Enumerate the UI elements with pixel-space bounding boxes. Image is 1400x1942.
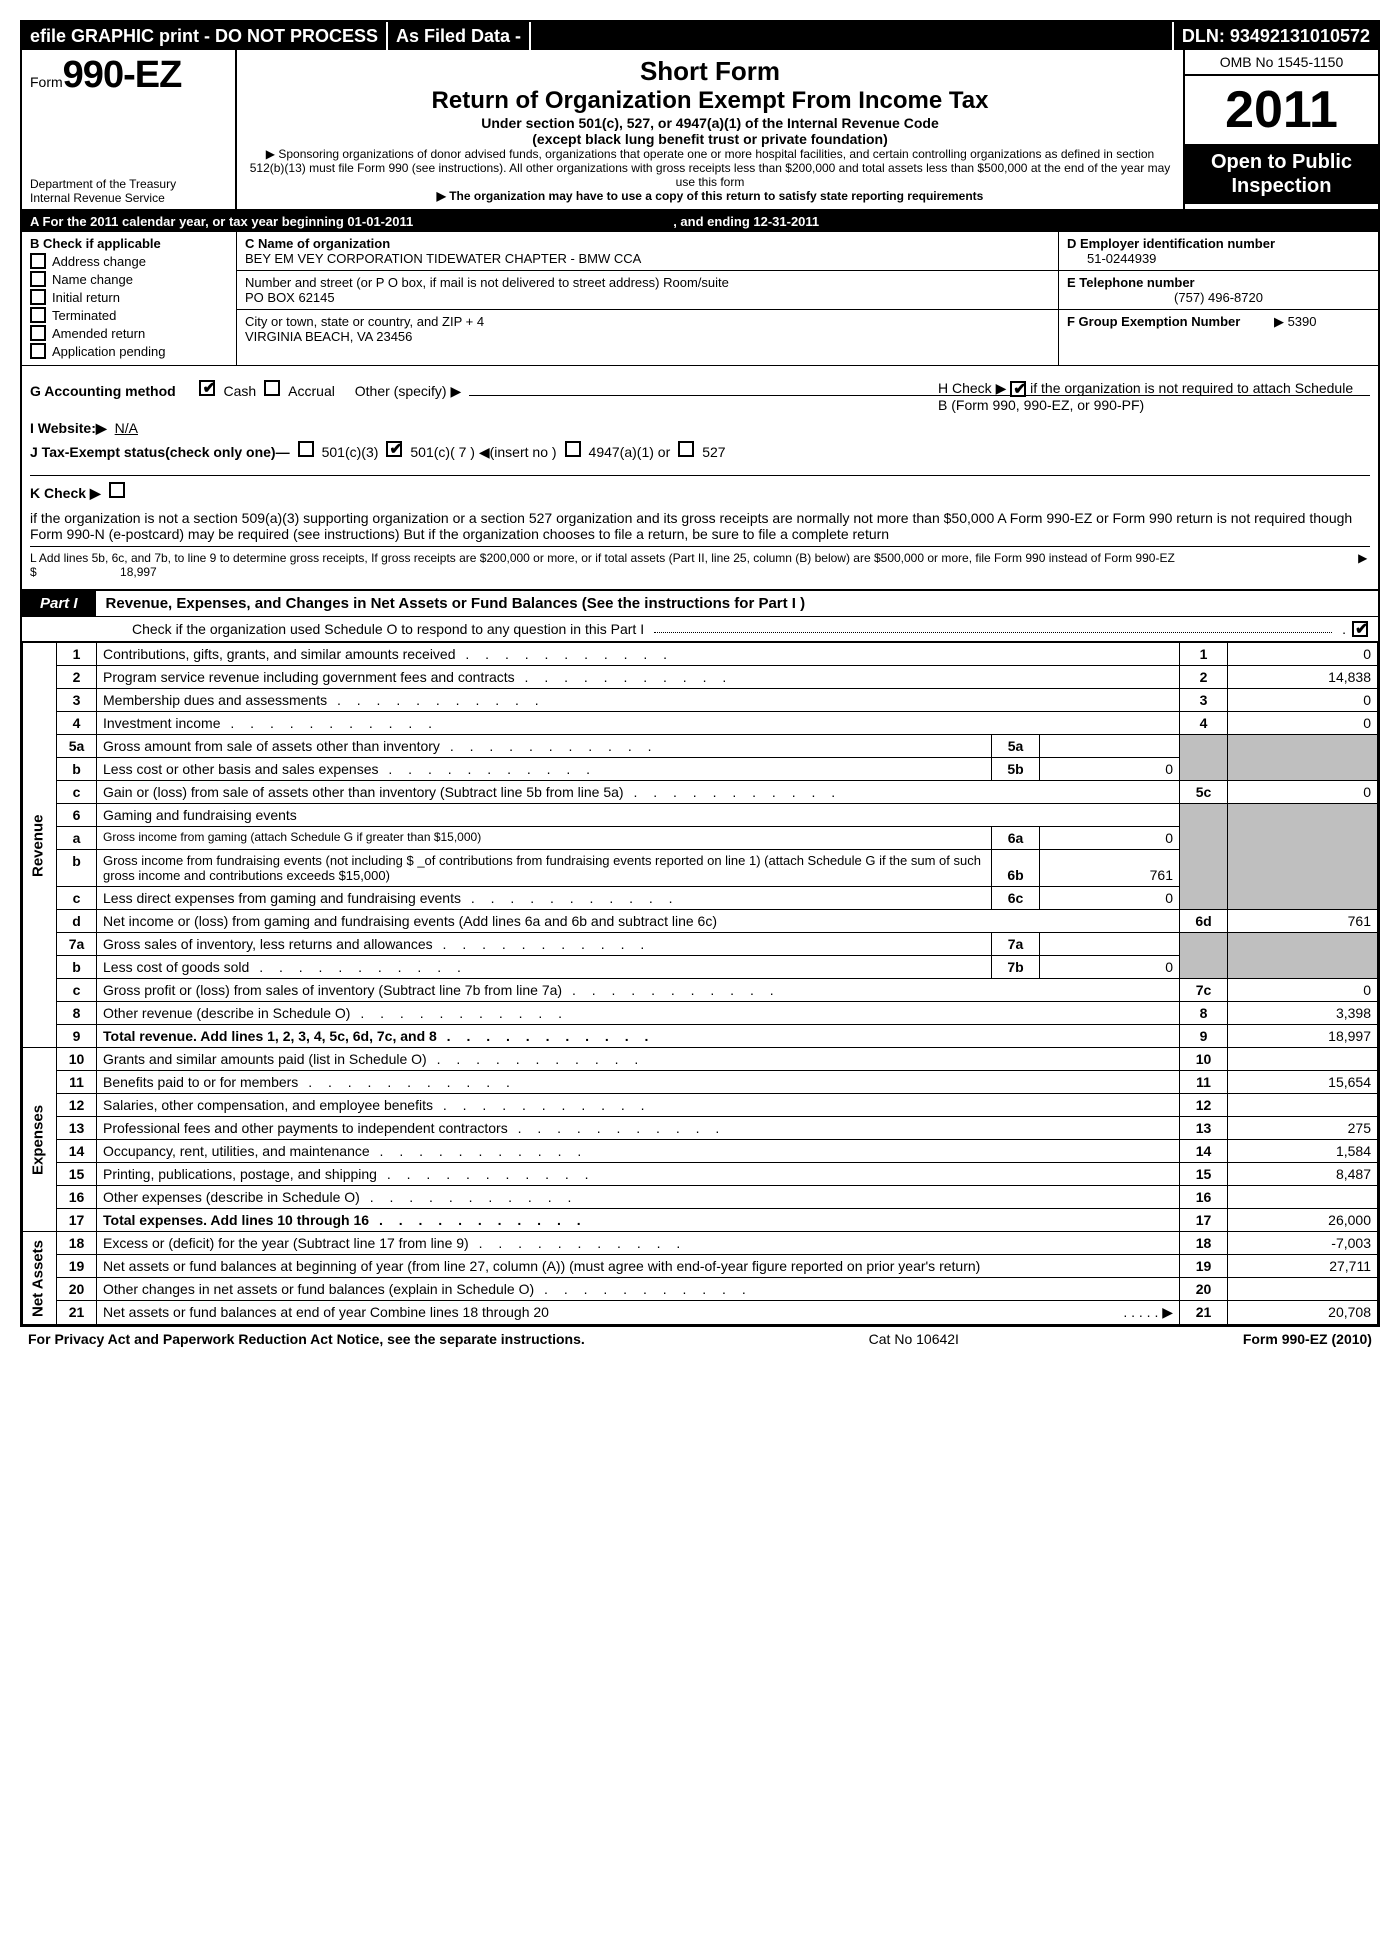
- chk-527[interactable]: [678, 441, 694, 457]
- h-check: H Check ▶ if the organization is not req…: [938, 380, 1358, 413]
- form-990ez: efile GRAPHIC print - DO NOT PROCESS As …: [20, 20, 1380, 1327]
- chk-h[interactable]: [1010, 381, 1026, 397]
- ein: 51-0244939: [1067, 251, 1370, 266]
- efile-label: efile GRAPHIC print - DO NOT PROCESS: [22, 22, 388, 50]
- tax-year: 2011: [1185, 76, 1378, 144]
- row-a-calendar-year: A For the 2011 calendar year, or tax yea…: [22, 211, 1378, 232]
- chk-pending[interactable]: [30, 343, 46, 359]
- top-bar: efile GRAPHIC print - DO NOT PROCESS As …: [22, 22, 1378, 50]
- chk-schedule-o[interactable]: [1352, 621, 1368, 637]
- chk-name-change[interactable]: [30, 271, 46, 287]
- col-c-org-info: C Name of organization BEY EM VEY CORPOR…: [237, 232, 1058, 365]
- col-b-checkboxes: B Check if applicable Address change Nam…: [22, 232, 237, 365]
- footer: For Privacy Act and Paperwork Reduction …: [20, 1327, 1380, 1351]
- chk-terminated[interactable]: [30, 307, 46, 323]
- website: N/A: [115, 420, 138, 436]
- org-name: BEY EM VEY CORPORATION TIDEWATER CHAPTER…: [245, 251, 641, 266]
- chk-amended[interactable]: [30, 325, 46, 341]
- form-number: Form990-EZ: [30, 54, 227, 97]
- header: Form990-EZ Department of the Treasury In…: [22, 50, 1378, 211]
- chk-cash[interactable]: [199, 380, 215, 396]
- gross-receipts: 18,997: [120, 565, 157, 579]
- gk-block: G Accounting method Cash Accrual Other (…: [22, 366, 1378, 590]
- group-exemption: ▶ 5390: [1274, 314, 1317, 329]
- chk-501c3[interactable]: [298, 441, 314, 457]
- col-d-ids: D Employer identification number 51-0244…: [1058, 232, 1378, 365]
- netassets-label: Net Assets: [23, 1232, 57, 1325]
- dln-label: DLN: 93492131010572: [1174, 22, 1378, 50]
- asfiled-label: As Filed Data -: [388, 22, 531, 50]
- chk-initial-return[interactable]: [30, 289, 46, 305]
- chk-address-change[interactable]: [30, 253, 46, 269]
- header-left: Form990-EZ Department of the Treasury In…: [22, 50, 237, 209]
- open-public-banner: Open to Public Inspection: [1185, 144, 1378, 204]
- revenue-label: Revenue: [23, 643, 57, 1048]
- chk-accrual[interactable]: [264, 380, 280, 396]
- part1-header: Part I Revenue, Expenses, and Changes in…: [22, 590, 1378, 617]
- part1-sub: Check if the organization used Schedule …: [22, 617, 1378, 642]
- entity-block: B Check if applicable Address change Nam…: [22, 232, 1378, 366]
- header-center: Short Form Return of Organization Exempt…: [237, 50, 1183, 209]
- header-right: OMB No 1545-1150 2011 Open to Public Ins…: [1183, 50, 1378, 209]
- org-city: VIRGINIA BEACH, VA 23456: [245, 329, 412, 344]
- omb-number: OMB No 1545-1150: [1185, 50, 1378, 76]
- org-address: PO BOX 62145: [245, 290, 335, 305]
- chk-501c[interactable]: [386, 441, 402, 457]
- chk-4947[interactable]: [565, 441, 581, 457]
- form-title: Return of Organization Exempt From Incom…: [247, 87, 1173, 115]
- short-form-label: Short Form: [247, 56, 1173, 87]
- phone: (757) 496-8720: [1067, 290, 1370, 305]
- chk-k[interactable]: [109, 482, 125, 498]
- part1-table: Revenue 1 Contributions, gifts, grants, …: [22, 642, 1378, 1325]
- expenses-label: Expenses: [23, 1048, 57, 1232]
- dept-treasury: Department of the Treasury Internal Reve…: [30, 177, 227, 205]
